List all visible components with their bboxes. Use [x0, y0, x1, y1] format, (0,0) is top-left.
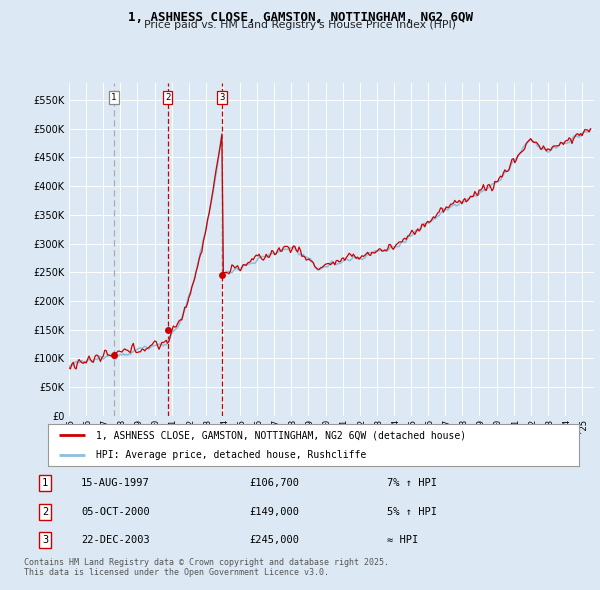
Text: 1, ASHNESS CLOSE, GAMSTON, NOTTINGHAM, NG2 6QW: 1, ASHNESS CLOSE, GAMSTON, NOTTINGHAM, N… — [128, 11, 473, 24]
Text: 22-DEC-2003: 22-DEC-2003 — [81, 535, 150, 545]
Text: 2: 2 — [42, 507, 48, 517]
Text: £149,000: £149,000 — [249, 507, 299, 517]
Text: HPI: Average price, detached house, Rushcliffe: HPI: Average price, detached house, Rush… — [96, 450, 366, 460]
Text: 3: 3 — [42, 535, 48, 545]
Text: 2: 2 — [165, 93, 170, 102]
Text: ≈ HPI: ≈ HPI — [387, 535, 418, 545]
Text: £245,000: £245,000 — [249, 535, 299, 545]
Text: 15-AUG-1997: 15-AUG-1997 — [81, 478, 150, 489]
Text: 1: 1 — [111, 93, 116, 102]
Text: 7% ↑ HPI: 7% ↑ HPI — [387, 478, 437, 489]
Text: 1: 1 — [42, 478, 48, 489]
Text: 1, ASHNESS CLOSE, GAMSTON, NOTTINGHAM, NG2 6QW (detached house): 1, ASHNESS CLOSE, GAMSTON, NOTTINGHAM, N… — [96, 430, 466, 440]
Text: Price paid vs. HM Land Registry's House Price Index (HPI): Price paid vs. HM Land Registry's House … — [144, 20, 456, 30]
Text: Contains HM Land Registry data © Crown copyright and database right 2025.
This d: Contains HM Land Registry data © Crown c… — [24, 558, 389, 577]
Text: 3: 3 — [220, 93, 225, 102]
Text: 05-OCT-2000: 05-OCT-2000 — [81, 507, 150, 517]
Text: 5% ↑ HPI: 5% ↑ HPI — [387, 507, 437, 517]
Text: £106,700: £106,700 — [249, 478, 299, 489]
